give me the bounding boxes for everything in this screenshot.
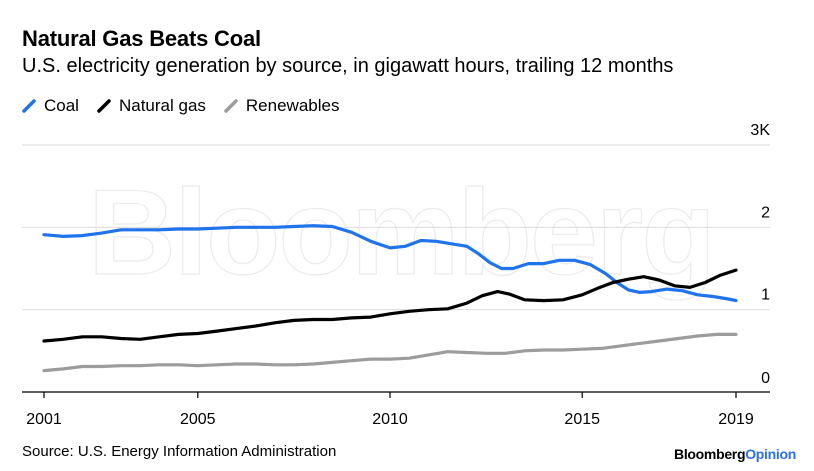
x-tick-label: 2015 bbox=[564, 411, 600, 428]
y-tick-label: 1 bbox=[761, 287, 770, 304]
brand-opinion: Opinion bbox=[745, 446, 796, 462]
series-lines bbox=[42, 224, 738, 373]
chart-subtitle: U.S. electricity generation by source, i… bbox=[22, 55, 674, 77]
series-line-renewables bbox=[42, 332, 738, 373]
axes: 0 1 2 3K 2001 2005 2010 2015 2019 bbox=[22, 122, 770, 428]
chart-legend: Coal Natural gas Renewables bbox=[22, 95, 357, 117]
legend-swatch-coal bbox=[22, 99, 36, 113]
y-tick-label: 0 bbox=[761, 370, 770, 387]
legend-swatch-line bbox=[22, 99, 36, 113]
legend-swatch-line bbox=[97, 99, 111, 113]
bloomberg-opinion-logo: BloombergOpinion bbox=[674, 446, 796, 462]
y-tick-label: 3K bbox=[750, 122, 770, 139]
x-tick-label: 2010 bbox=[372, 411, 408, 428]
grid-lines bbox=[22, 144, 770, 311]
x-tick-label: 2005 bbox=[180, 411, 216, 428]
legend-label-renewables: Renewables bbox=[245, 96, 340, 115]
legend-label-natural-gas: Natural gas bbox=[118, 96, 206, 115]
legend-swatch-line bbox=[224, 99, 238, 113]
legend-item-coal: Coal bbox=[22, 96, 79, 116]
legend-item-natural-gas: Natural gas bbox=[97, 96, 206, 116]
x-tick-label: 2001 bbox=[26, 411, 62, 428]
x-tick-label: 2019 bbox=[718, 411, 754, 428]
source-note: Source: U.S. Energy Information Administ… bbox=[22, 443, 337, 460]
series-line-natural-gas bbox=[42, 268, 738, 343]
y-tick-label: 2 bbox=[761, 204, 770, 221]
legend-swatch-renewables bbox=[224, 99, 238, 113]
series-line-coal bbox=[42, 224, 738, 303]
legend-label-coal: Coal bbox=[44, 96, 79, 115]
legend-swatch-natural-gas bbox=[97, 99, 111, 113]
chart-title: Natural Gas Beats Coal bbox=[22, 26, 261, 51]
brand-bloomberg: Bloomberg bbox=[674, 446, 746, 462]
legend-item-renewables: Renewables bbox=[224, 96, 340, 116]
